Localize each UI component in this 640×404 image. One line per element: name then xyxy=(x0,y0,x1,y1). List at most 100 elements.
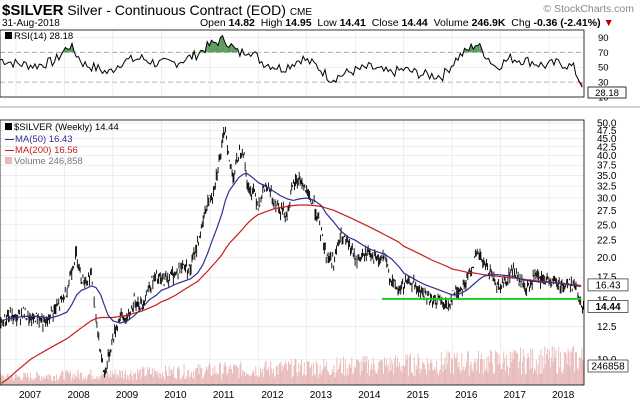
volume-bar xyxy=(127,376,129,385)
volume-bar xyxy=(318,373,320,385)
volume-bar xyxy=(252,369,254,385)
volume-bar xyxy=(25,372,27,385)
volume-bar xyxy=(142,368,144,385)
volume-bar xyxy=(340,358,342,385)
volume-bar xyxy=(236,366,238,385)
volume-bar xyxy=(279,364,281,385)
volume-bar xyxy=(26,377,27,385)
volume-bar xyxy=(312,375,314,385)
volume-bar xyxy=(134,373,136,385)
volume-bar xyxy=(151,368,153,385)
volume-bar xyxy=(66,369,68,385)
volume-bar xyxy=(573,345,575,385)
volume-bar xyxy=(437,372,439,385)
volume-bar xyxy=(525,374,527,385)
volume-bar xyxy=(188,369,190,385)
volume-bar xyxy=(527,353,529,385)
x-tick-label: 2007 xyxy=(19,390,42,401)
volume-bar xyxy=(223,364,225,385)
volume-legend: Volume 246,858 xyxy=(5,156,83,167)
volume-bar xyxy=(231,369,233,385)
x-tick-label: 2011 xyxy=(213,390,235,401)
volume-bar xyxy=(37,373,39,385)
volume-bar xyxy=(548,350,550,385)
volume-bar xyxy=(306,360,308,385)
volume-bar xyxy=(241,376,243,385)
volume-bar xyxy=(297,376,299,385)
price-tick-label: 50.0 xyxy=(597,118,617,129)
price-tick-label: 30.0 xyxy=(597,193,617,204)
volume-bar xyxy=(454,358,456,385)
volume-bar xyxy=(283,367,285,385)
volume-bar xyxy=(243,370,245,385)
volume-bar xyxy=(507,374,509,385)
volume-bar xyxy=(95,376,97,385)
volume-bar xyxy=(113,374,115,385)
volume-bar xyxy=(90,369,92,385)
volume-bar xyxy=(556,373,558,385)
volume-bar xyxy=(242,370,244,385)
volume-bar xyxy=(141,366,143,385)
volume-bar xyxy=(487,372,489,385)
volume-bar xyxy=(476,370,478,385)
volume-bar xyxy=(48,374,50,385)
rsi-tick-label: 90 xyxy=(598,33,609,44)
ma200-legend: MA(200) 16.56 xyxy=(5,145,78,156)
volume-bar xyxy=(108,374,110,385)
rsi-overbought-fill xyxy=(224,41,227,53)
exchange: CME xyxy=(289,7,313,18)
volume-bar xyxy=(208,363,210,385)
volume-bar xyxy=(64,380,66,385)
price-last-value-box xyxy=(587,300,629,313)
volume-bar xyxy=(254,376,256,385)
volume-bar xyxy=(234,364,236,385)
volume-bar xyxy=(17,376,19,385)
volume-bar xyxy=(126,374,128,385)
volume-bar xyxy=(309,368,311,385)
volume-bar xyxy=(213,374,215,385)
volume-bar xyxy=(562,373,563,385)
price-tick-label: 25.0 xyxy=(597,220,617,231)
volume-bar xyxy=(19,377,21,385)
volume-bar xyxy=(24,374,26,385)
brand-logo: © StockCharts.com xyxy=(543,3,634,15)
volume-bar xyxy=(146,374,148,385)
volume-bar xyxy=(39,375,41,385)
volume-bar xyxy=(416,369,418,385)
price-tick-label: 12.5 xyxy=(597,322,617,333)
volume-bar xyxy=(46,375,48,385)
volume-bar xyxy=(415,365,417,385)
volume-bar xyxy=(420,368,422,385)
volume-bar xyxy=(193,378,195,385)
ma50-last-value: 16.43 xyxy=(595,280,620,291)
volume-bar xyxy=(542,355,544,385)
volume-bar xyxy=(168,365,170,385)
volume-bar xyxy=(192,371,194,385)
volume-bar xyxy=(177,368,178,385)
volume-bar xyxy=(122,370,123,385)
volume-bar xyxy=(173,366,175,385)
volume-bar xyxy=(227,372,229,385)
volume-bar xyxy=(384,365,386,385)
volume-bar xyxy=(185,378,187,385)
volume-bar xyxy=(81,372,82,385)
volume-bar xyxy=(452,374,454,385)
volume-bar xyxy=(574,371,576,385)
rsi-value-box xyxy=(587,86,627,99)
volume-bar xyxy=(346,368,348,385)
volume-bar xyxy=(59,376,61,385)
volume-bar xyxy=(179,379,181,385)
volume-bar xyxy=(136,379,137,385)
price-tick-label: 32.5 xyxy=(597,182,617,193)
volume-bar xyxy=(265,360,267,385)
volume-bar xyxy=(385,358,387,385)
volume-bar xyxy=(245,375,247,385)
volume-bar xyxy=(176,379,178,385)
volume-bar xyxy=(149,367,151,385)
volume-bar xyxy=(3,379,5,385)
price-tick-label: 42.5 xyxy=(597,142,617,153)
volume-bar xyxy=(51,380,53,385)
volume-bar xyxy=(240,361,242,385)
volume-bar xyxy=(280,361,282,385)
volume-bar xyxy=(97,376,99,385)
